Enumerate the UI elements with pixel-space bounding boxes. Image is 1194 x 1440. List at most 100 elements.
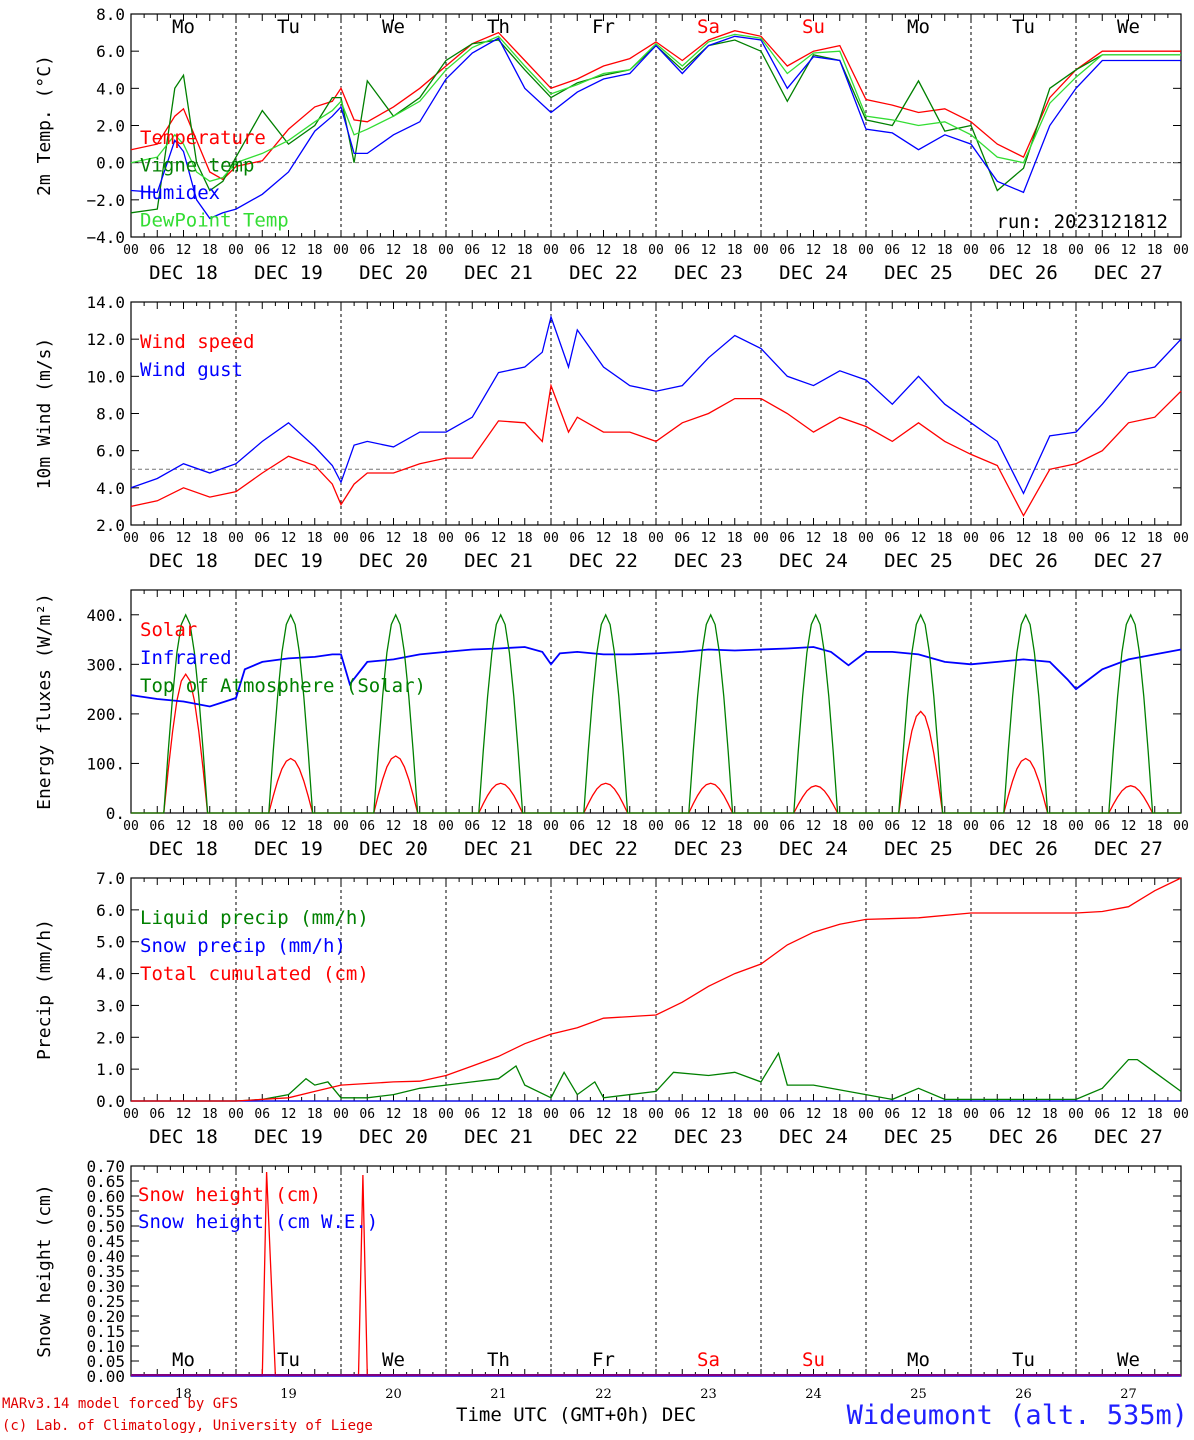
legend-temperature: Temperature — [140, 127, 266, 149]
hour-tick-label: 00 — [963, 1107, 979, 1122]
hour-tick-label: 18 — [1042, 243, 1058, 258]
hour-tick-label: 06 — [149, 531, 165, 546]
hour-tick-label: 18 — [727, 819, 743, 834]
hour-tick-label: 00 — [333, 243, 349, 258]
hour-tick-label: 12 — [1016, 531, 1032, 546]
hour-tick-label: 12 — [596, 243, 612, 258]
hour-tick-label: 00 — [333, 1107, 349, 1122]
hour-tick-label: 12 — [701, 531, 717, 546]
date-label: DEC 23 — [674, 262, 743, 284]
legend-humidex: Humidex — [140, 182, 220, 204]
y-tick-label: 0.05 — [86, 1352, 125, 1371]
y-tick-label: 200. — [86, 705, 125, 724]
hour-tick-label: 18 — [307, 819, 323, 834]
hour-tick-label: 18 — [727, 243, 743, 258]
y-axis-label: Snow height (cm) — [34, 1184, 55, 1357]
hour-tick-label: 12 — [1016, 1107, 1032, 1122]
date-label: DEC 20 — [359, 550, 428, 572]
hour-tick-label: 06 — [989, 1107, 1005, 1122]
weekday-label: Mo — [907, 1349, 930, 1371]
hour-tick-label: 18 — [202, 1107, 218, 1122]
y-tick-label: 0.60 — [86, 1187, 125, 1206]
series-line-top-of-atmosphere-solar- — [131, 613, 1181, 814]
date-label: DEC 18 — [149, 1126, 218, 1148]
date-label: DEC 20 — [359, 838, 428, 860]
date-label: DEC 20 — [359, 262, 428, 284]
weekday-label: Mo — [172, 16, 195, 38]
date-label: DEC 22 — [569, 838, 638, 860]
hour-tick-label: 18 — [1042, 819, 1058, 834]
series-line-wind-gust — [130, 314, 1182, 495]
hour-tick-label: 06 — [884, 1107, 900, 1122]
hour-tick-label: 00 — [963, 819, 979, 834]
date-label: DEC 27 — [1094, 838, 1163, 860]
hour-tick-label: 12 — [596, 1107, 612, 1122]
hour-tick-label: 06 — [779, 1107, 795, 1122]
hour-tick-label: 00 — [123, 243, 139, 258]
date-label: DEC 18 — [149, 550, 218, 572]
run-label: run: 2023121812 — [996, 211, 1168, 233]
date-label: DEC 27 — [1094, 262, 1163, 284]
station-label: Wideumont (alt. 535m) — [846, 1400, 1188, 1431]
hour-tick-label: 18 — [1042, 531, 1058, 546]
date-label: DEC 21 — [464, 550, 533, 572]
weekday-label: We — [382, 16, 405, 38]
hour-tick-label: 00 — [123, 819, 139, 834]
day-number-label: 25 — [910, 1387, 927, 1402]
hour-tick-label: 12 — [386, 1107, 402, 1122]
hour-tick-label: 06 — [464, 1107, 480, 1122]
hour-tick-label: 06 — [674, 531, 690, 546]
series-line-total-cumulated-cm- — [131, 877, 1182, 1102]
hour-tick-label: 00 — [228, 243, 244, 258]
hour-tick-label: 18 — [1147, 531, 1163, 546]
legend-solar: Solar — [140, 619, 197, 641]
date-label: DEC 25 — [884, 550, 953, 572]
hour-tick-label: 06 — [674, 243, 690, 258]
y-tick-label: 7.0 — [96, 869, 125, 888]
hour-tick-label: 06 — [569, 1107, 585, 1122]
y-tick-label: 0.15 — [86, 1322, 125, 1341]
hour-tick-label: 00 — [753, 531, 769, 546]
legend-dewpoint-temp: DewPoint Temp — [140, 210, 289, 232]
date-label: DEC 27 — [1094, 550, 1163, 572]
hour-tick-label: 12 — [491, 243, 507, 258]
y-tick-label: 0.50 — [86, 1217, 125, 1236]
hour-tick-label: 18 — [307, 1107, 323, 1122]
hour-tick-label: 18 — [517, 1107, 533, 1122]
y-axis-label: 2m Temp. (°C) — [34, 55, 55, 196]
day-number-label: 22 — [595, 1387, 612, 1402]
date-label: DEC 19 — [254, 550, 323, 572]
hour-tick-label: 06 — [1094, 243, 1110, 258]
hour-tick-label: 00 — [963, 243, 979, 258]
date-label: DEC 19 — [254, 262, 323, 284]
day-number-label: 26 — [1015, 1387, 1032, 1402]
hour-tick-label: 12 — [281, 1107, 297, 1122]
series-line-temperature — [130, 30, 1181, 181]
hour-tick-label: 12 — [281, 243, 297, 258]
hour-tick-label: 06 — [884, 819, 900, 834]
date-label: DEC 22 — [569, 262, 638, 284]
hour-tick-label: 18 — [412, 243, 428, 258]
y-axis-label: Precip (mm/h) — [34, 919, 55, 1060]
hour-tick-label: 12 — [386, 243, 402, 258]
hour-tick-label: 12 — [911, 1107, 927, 1122]
hour-tick-label: 00 — [648, 531, 664, 546]
hour-tick-label: 18 — [1147, 819, 1163, 834]
legend-snow-height-cm-w-e-: Snow height (cm W.E.) — [138, 1211, 378, 1233]
date-label: DEC 26 — [989, 262, 1058, 284]
weekday-label: Th — [487, 1349, 510, 1371]
y-tick-label: 0.10 — [86, 1337, 125, 1356]
series-line-humidex — [130, 35, 1181, 220]
hour-tick-label: 18 — [1147, 243, 1163, 258]
day-number-label: 24 — [805, 1387, 822, 1402]
hour-tick-label: 12 — [911, 531, 927, 546]
hour-tick-label: 06 — [779, 531, 795, 546]
y-axis-label: 10m Wind (m/s) — [34, 338, 55, 490]
hour-tick-label: 12 — [596, 531, 612, 546]
hour-tick-label: 00 — [648, 243, 664, 258]
date-label: DEC 24 — [779, 262, 848, 284]
hour-tick-label: 12 — [1121, 531, 1137, 546]
legend-wind-gust: Wind gust — [140, 359, 243, 381]
hour-tick-label: 12 — [491, 531, 507, 546]
hour-tick-label: 06 — [464, 243, 480, 258]
